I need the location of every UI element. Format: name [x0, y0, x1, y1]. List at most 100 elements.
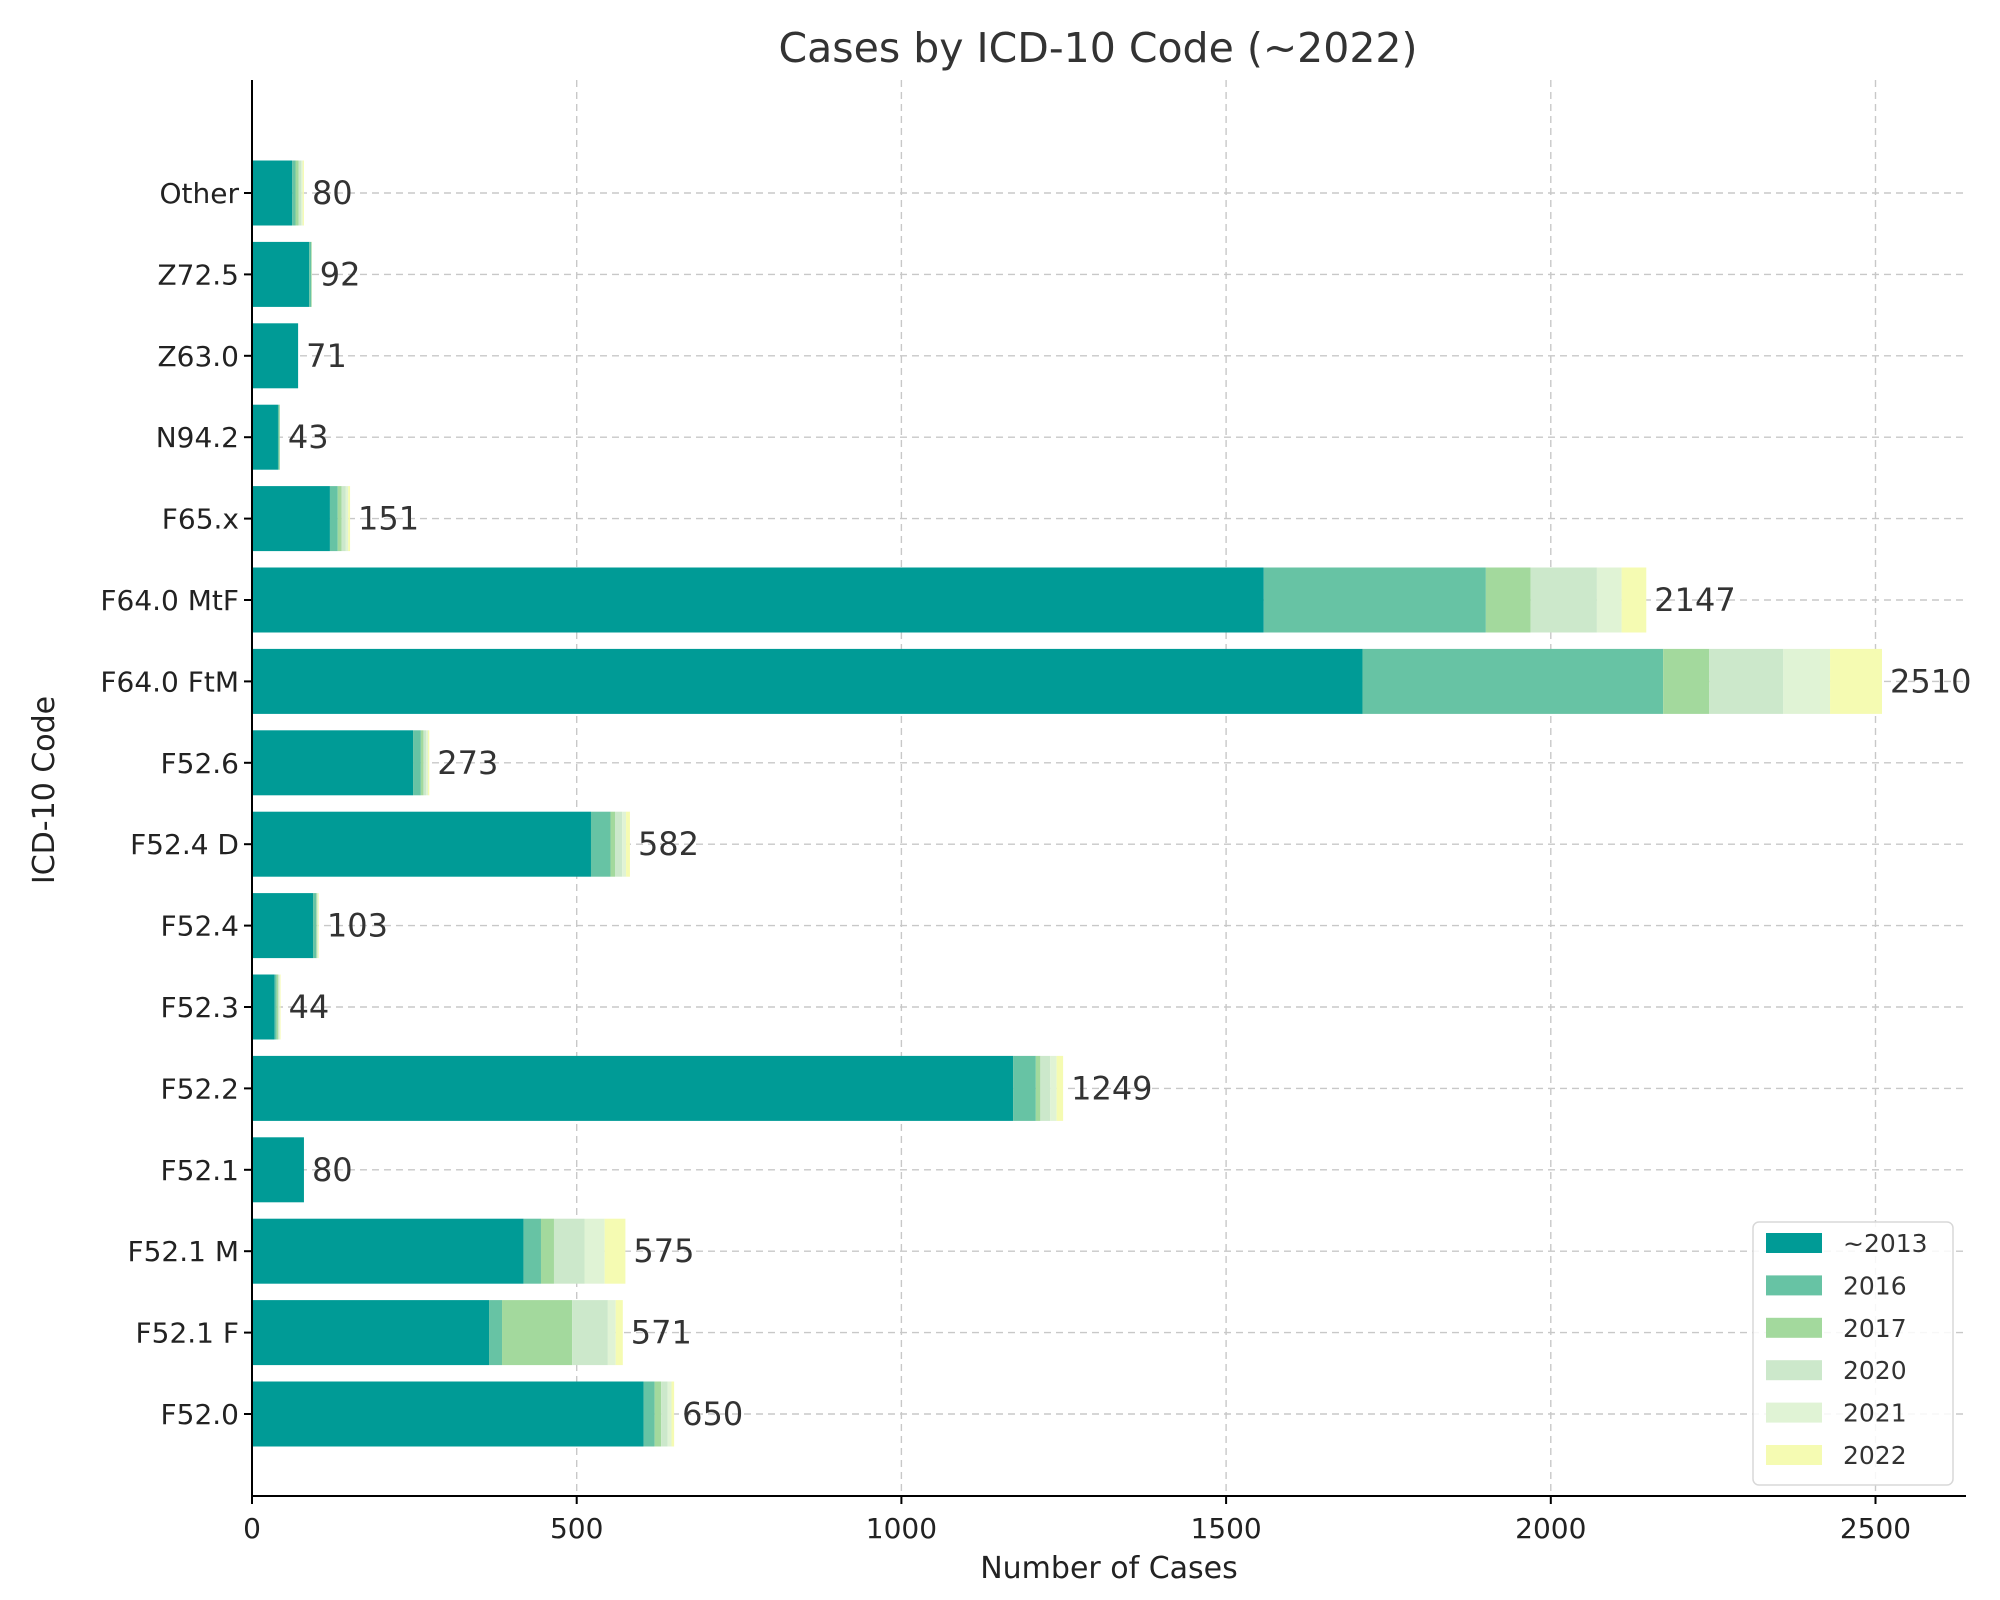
- bar-segment: [252, 974, 275, 1040]
- x-tick-label: 1500: [1190, 1512, 1261, 1545]
- bar-segment: [1621, 567, 1647, 633]
- x-tick-label: 500: [550, 1512, 603, 1545]
- bar-labels: 650 571 575 80 1249 44 103 582 273 2510 2147 151 43 7…: [288, 174, 1972, 1433]
- legend-swatch: [1766, 1445, 1822, 1465]
- chart-title: Cases by ICD-10 Code (~2022): [778, 24, 1417, 72]
- y-tick-label: F65.x: [162, 503, 239, 536]
- bar-segment: [1783, 648, 1831, 714]
- bar-segment: [298, 160, 302, 226]
- bar-segment: [661, 1381, 668, 1447]
- bar-segment: [540, 1218, 554, 1284]
- bar-segment: [1362, 648, 1664, 714]
- total-value-label: 92: [320, 255, 361, 293]
- bar-segment: [1263, 567, 1486, 633]
- total-value-label: 80: [312, 1151, 353, 1189]
- bar-segment: [252, 1300, 490, 1366]
- bar-segment: [1013, 1055, 1036, 1121]
- y-tick-label: F52.4: [161, 910, 239, 943]
- legend-label: 2020: [1843, 1356, 1907, 1385]
- bar-segment: [274, 974, 277, 1040]
- y-tick-label: F52.1: [161, 1154, 239, 1187]
- bar-segment: [654, 1381, 662, 1447]
- total-value-label: 571: [631, 1314, 692, 1352]
- bar-segment: [489, 1300, 503, 1366]
- bar-segment: [252, 1137, 304, 1203]
- y-tick-label: F52.3: [161, 991, 239, 1024]
- total-value-label: 44: [289, 988, 330, 1026]
- bar-segment: [318, 893, 319, 959]
- total-value-label: 151: [358, 500, 419, 538]
- bar-segment: [1035, 1055, 1041, 1121]
- x-axis-ticks: 0 500 1000 1500 2000 2500: [243, 1496, 1911, 1545]
- legend: ~2013 2016 2017 2020 2021 2022: [1752, 1221, 1954, 1486]
- y-tick-label: Z63.0: [157, 340, 239, 373]
- bar-segment: [316, 893, 318, 959]
- y-tick-label: F52.1 M: [127, 1235, 239, 1268]
- bar-segment: [502, 1300, 573, 1366]
- bar-segment: [1709, 648, 1784, 714]
- y-tick-label: F52.2: [161, 1072, 239, 1105]
- total-value-label: 650: [682, 1395, 743, 1433]
- bar-segment: [423, 730, 427, 796]
- legend-swatch: [1766, 1233, 1822, 1253]
- bar-segment: [252, 323, 299, 389]
- bar-segment: [252, 1218, 524, 1284]
- bar-segment: [667, 1381, 672, 1447]
- bar-segment: [252, 1381, 644, 1447]
- bar-segment: [622, 811, 627, 877]
- legend-swatch: [1766, 1317, 1822, 1338]
- bar-segment: [337, 486, 342, 552]
- y-tick-label: F64.0 MtF: [100, 584, 239, 617]
- bar-segment: [523, 1218, 541, 1284]
- bar-segment: [277, 404, 280, 470]
- bar-segment: [590, 811, 611, 877]
- total-value-label: 2147: [1654, 581, 1735, 619]
- bar-segment: [413, 730, 421, 796]
- bar-segment: [615, 811, 623, 877]
- bar-segment: [317, 893, 319, 959]
- bar-segment: [252, 1055, 1014, 1121]
- bar-segment: [426, 730, 428, 796]
- bar-segment: [607, 1300, 616, 1366]
- x-tick-label: 0: [243, 1512, 261, 1545]
- bar-segment: [276, 974, 278, 1040]
- bar-segment: [1040, 1055, 1051, 1121]
- x-tick-label: 2500: [1840, 1512, 1911, 1545]
- total-value-label: 103: [327, 907, 388, 945]
- y-tick-label: N94.2: [156, 421, 239, 454]
- bar-segment: [1596, 567, 1622, 633]
- total-value-label: 80: [312, 174, 353, 212]
- bar-segment: [252, 648, 1363, 714]
- bar-segment: [553, 1218, 585, 1284]
- legend-swatch: [1766, 1402, 1822, 1423]
- bar-segment: [1056, 1055, 1064, 1121]
- x-axis-label: Number of Cases: [980, 1551, 1238, 1586]
- legend-label: 2016: [1843, 1271, 1907, 1300]
- bar-segment: [252, 730, 414, 796]
- bar-segment: [420, 730, 424, 796]
- total-value-label: 71: [306, 337, 347, 375]
- legend-swatch: [1766, 1360, 1822, 1381]
- bar-segment: [1830, 648, 1882, 714]
- bar-segment: [302, 160, 304, 226]
- total-value-label: 273: [437, 744, 498, 782]
- bar-segment: [292, 160, 296, 226]
- bar-segment: [671, 1381, 675, 1447]
- bar-segment: [301, 160, 303, 226]
- bar-segment: [345, 486, 349, 552]
- bar-segment: [643, 1381, 655, 1447]
- bar-segment: [1530, 567, 1597, 633]
- bar-segment: [279, 974, 281, 1040]
- bar-segment: [427, 730, 430, 796]
- bar-segment: [252, 160, 293, 226]
- bar-segment: [252, 241, 310, 307]
- bar-segment: [1663, 648, 1710, 714]
- legend-label: 2021: [1843, 1399, 1907, 1428]
- y-tick-label: F64.0 FtM: [100, 665, 239, 698]
- y-tick-label: F52.0: [161, 1398, 239, 1431]
- bar-segment: [615, 1300, 623, 1366]
- bar-segment: [295, 160, 299, 226]
- bar-segment: [309, 241, 312, 307]
- legend-label: 2017: [1843, 1314, 1907, 1343]
